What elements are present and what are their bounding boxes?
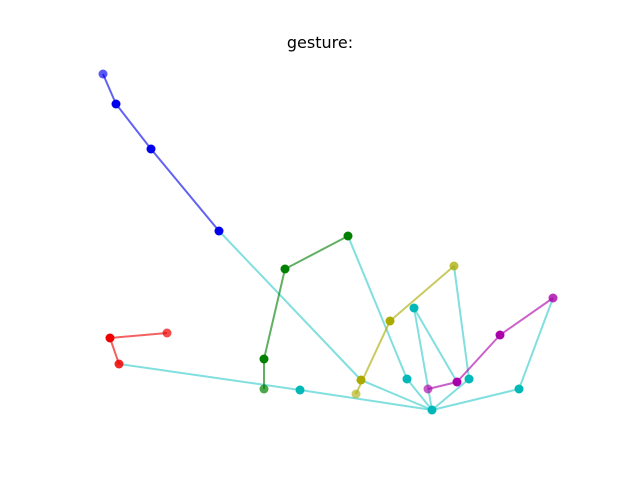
joint-ring-mcp xyxy=(452,377,462,387)
joint-middle-pip xyxy=(385,316,395,326)
joint-index-mcp xyxy=(343,231,353,241)
bone-thumb-13 xyxy=(109,332,168,339)
bone-ring-19 xyxy=(427,381,458,390)
joint-middle-dip xyxy=(351,389,361,399)
bone-palm-5 xyxy=(413,307,458,383)
joint-ring-tip xyxy=(495,330,505,340)
joint-middle-tip xyxy=(449,261,459,271)
bone-pinky-22 xyxy=(150,148,220,232)
joint-pinky-mcp xyxy=(548,293,558,303)
joint-index-pip xyxy=(214,226,224,236)
bone-index-15 xyxy=(263,268,286,360)
bone-palm-0 xyxy=(299,389,433,411)
bone-thumb-12 xyxy=(109,337,120,365)
bone-index-16 xyxy=(284,235,349,270)
joint-wrist xyxy=(427,405,437,415)
bone-palm-9 xyxy=(518,297,554,390)
joint-pinky-dip xyxy=(105,333,115,343)
joint-index-base xyxy=(402,374,412,384)
joint-index-tip xyxy=(111,99,121,109)
bone-palm-2 xyxy=(406,378,433,411)
bone-ring-21 xyxy=(499,297,554,336)
joint-ring-base xyxy=(464,374,474,384)
joint-thumb-cmc xyxy=(259,384,269,394)
joint-pinky-tip xyxy=(162,328,172,338)
joint-index-dip xyxy=(146,144,156,154)
joint-ring-pip xyxy=(423,384,433,394)
joint-thumb-base xyxy=(295,385,305,395)
bone-palm-10 xyxy=(360,379,433,411)
joint-middle-mcp xyxy=(356,375,366,385)
joint-pinky-base xyxy=(514,384,524,394)
joints-layer xyxy=(98,69,558,415)
bone-palm-11 xyxy=(218,230,362,381)
bone-palm-6 xyxy=(431,378,470,411)
bone-ring-20 xyxy=(456,334,501,383)
bone-pinky-24 xyxy=(102,73,117,105)
bone-pinky-23 xyxy=(115,103,152,150)
bone-palm-1 xyxy=(118,363,301,391)
bone-palm-3 xyxy=(347,235,408,380)
bone-palm-8 xyxy=(431,388,520,411)
bone-palm-7 xyxy=(453,265,470,380)
bone-middle-18 xyxy=(389,265,455,322)
joint-middle-base xyxy=(409,303,419,313)
joint-thumb-mcp xyxy=(259,354,269,364)
chart-title: gesture: xyxy=(286,33,354,52)
joint-thumb-tip xyxy=(280,264,290,274)
bones-layer xyxy=(102,73,554,411)
joint-pinky-pip xyxy=(114,359,124,369)
joint-extra-tip xyxy=(98,69,108,79)
